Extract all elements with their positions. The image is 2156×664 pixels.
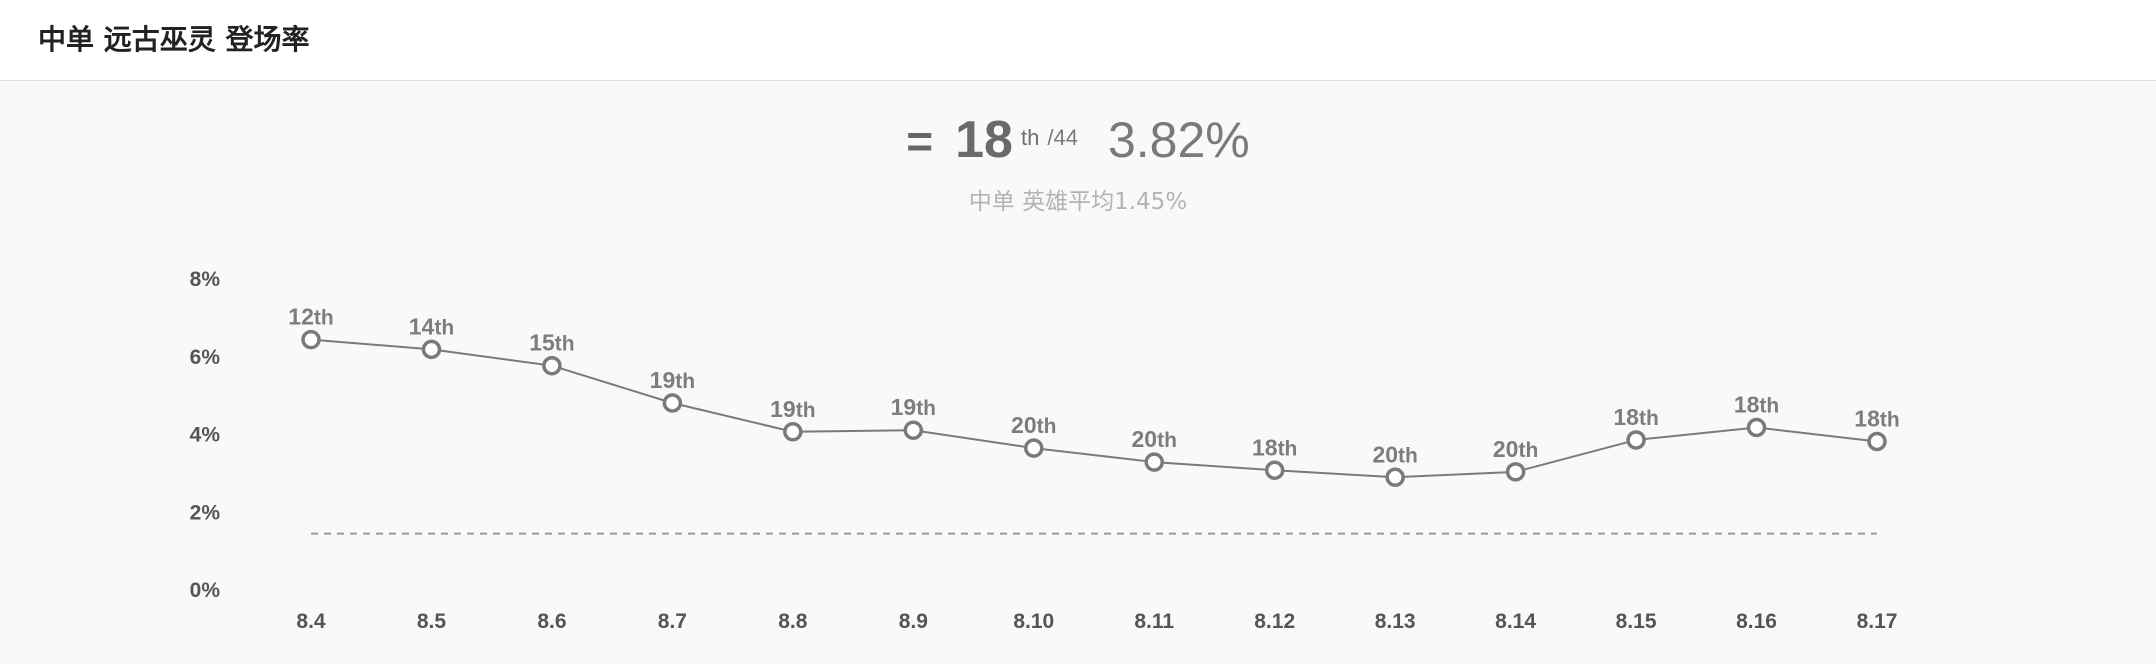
y-tick-label: 2% xyxy=(190,501,221,524)
data-point xyxy=(301,329,321,350)
pick-rate-value: 3.82% xyxy=(1107,112,1250,168)
data-point xyxy=(903,420,924,440)
rank-label: 20th xyxy=(1132,426,1177,452)
x-tick-label: 8.11 xyxy=(1134,610,1174,633)
data-point xyxy=(783,422,803,442)
rank-label: 19th xyxy=(770,396,815,422)
rank-label: 18th xyxy=(1613,404,1658,430)
data-point xyxy=(1746,417,1767,438)
x-tick-label: 8.6 xyxy=(537,610,566,633)
rank-label: 12th xyxy=(288,304,333,330)
x-tick-label: 8.5 xyxy=(417,610,447,633)
rank-label: 20th xyxy=(1372,441,1417,467)
data-point xyxy=(662,393,683,413)
rank-label: 19th xyxy=(650,367,695,393)
data-point xyxy=(1144,452,1164,472)
rank-label: 20th xyxy=(1011,412,1056,438)
rank-label: 18th xyxy=(1854,405,1899,431)
rank-value: 18 xyxy=(955,111,1013,169)
data-point xyxy=(1867,431,1887,452)
rank-suffix: th xyxy=(1020,125,1040,150)
data-point xyxy=(1024,438,1044,458)
data-point xyxy=(1385,467,1405,488)
data-point xyxy=(1626,430,1646,450)
x-tick-label: 8.12 xyxy=(1254,610,1295,633)
data-point xyxy=(1505,462,1526,482)
rank-total: /44 xyxy=(1047,125,1078,150)
y-tick-label: 0% xyxy=(190,579,221,602)
y-tick-label: 8% xyxy=(190,268,221,291)
x-tick-label: 8.10 xyxy=(1013,610,1054,633)
x-tick-label: 8.8 xyxy=(778,610,808,633)
average-subtitle: 中单 英雄平均1.45% xyxy=(968,189,1188,215)
x-tick-label: 8.4 xyxy=(296,610,326,633)
rank-label: 19th xyxy=(891,394,936,420)
x-tick-label: 8.9 xyxy=(899,610,928,633)
rank-label: 14th xyxy=(409,313,454,339)
panel-header: 中单 远古巫灵 登场率 xyxy=(0,0,2156,81)
rank-label: 18th xyxy=(1734,392,1779,418)
rank-summary: = 18 th /44 3.82% xyxy=(0,110,2156,170)
x-tick-label: 8.14 xyxy=(1495,610,1536,633)
x-tick-label: 8.13 xyxy=(1375,610,1416,633)
data-point xyxy=(421,339,442,360)
rank-label: 20th xyxy=(1493,436,1538,462)
rank-prefix: = xyxy=(906,115,934,167)
x-tick-label: 8.16 xyxy=(1736,610,1777,633)
data-point xyxy=(1264,460,1285,481)
series-line xyxy=(310,338,1878,479)
y-tick-label: 4% xyxy=(190,424,221,447)
data-point xyxy=(542,355,562,376)
x-tick-label: 8.15 xyxy=(1616,610,1657,633)
x-tick-label: 8.7 xyxy=(658,610,687,633)
panel-title: 中单 远古巫灵 登场率 xyxy=(38,23,310,56)
rank-label: 18th xyxy=(1252,434,1297,460)
rank-label: 15th xyxy=(529,330,574,356)
x-tick-label: 8.17 xyxy=(1857,610,1898,633)
y-tick-label: 6% xyxy=(190,346,221,369)
